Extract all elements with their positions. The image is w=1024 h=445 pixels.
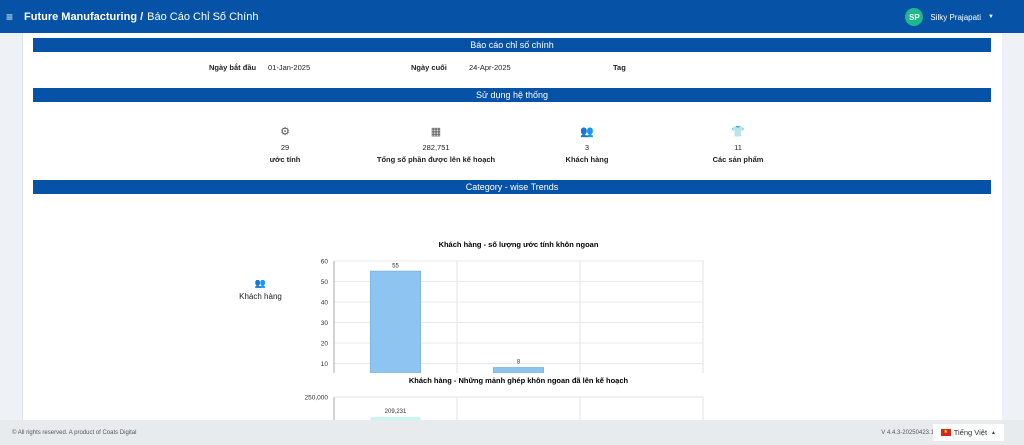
stat-label: ước tính [269,155,301,164]
hamburger-menu-icon[interactable]: ≡ [6,9,14,24]
data-label: 209,231 [385,409,407,415]
top-bar: ≡ Future Manufacturing / Báo Cáo Chỉ Số … [0,0,1024,33]
data-label: 8 [517,360,521,366]
user-menu[interactable]: SP Silky Prajapati ▼ [905,8,994,26]
end-date-label: Ngày cuối [411,63,447,72]
usage-title: Sử dụng hệ thống [33,88,991,102]
y-tick-label: 30 [321,320,329,327]
data-label: 55 [392,263,399,269]
footer: © All rights reserved. A product of Coat… [0,420,1024,445]
y-tick-label: 60 [321,259,329,266]
y-tick-label: 50 [321,279,329,286]
stat-value: 29 [280,143,290,152]
vietnam-flag-icon: ★ [940,429,951,436]
tag-label: Tag [613,63,626,72]
start-date-value[interactable]: 01-Jan-2025 [268,63,311,72]
page-breadcrumb: Báo Cáo Chỉ Số Chính [147,10,259,23]
estimates-icon: ⚙ [280,126,290,138]
trends-title: Category - wise Trends [33,180,991,194]
stat-value: 3 [584,143,590,152]
avatar: SP [905,8,924,26]
chart-title: Khách hàng - Những mảnh ghép khôn ngoan … [409,376,629,385]
language-selector[interactable]: ★ Tiếng Việt ▲ [932,424,1004,441]
caret-up-icon: ▲ [991,429,996,436]
report-title: Báo cáo chỉ số chính [33,38,991,52]
version: V 4.4.3-20250423.1 [881,430,934,436]
stat-estimates: ⚙ 29 ước tính [195,125,375,164]
stat-label: Khách hàng [565,155,609,164]
y-tick-label: 20 [321,341,329,348]
bar-gap [370,417,421,420]
brand-breadcrumb[interactable]: Future Manufacturing / [24,10,144,23]
side-label-text: Khách hàng [239,292,282,301]
stat-customers: 👥 3 Khách hàng [497,125,677,164]
y-tick-label: 10 [321,361,329,368]
customers-icon: 👥 [254,278,267,288]
end-date-value[interactable]: 24-Apr-2025 [469,63,511,72]
stat-label: Các sản phẩm [712,155,764,164]
chart-planned-pieces: Khách hàng - Những mảnh ghép khôn ngoan … [305,376,704,420]
customer-side-label: 👥 Khách hàng [223,278,298,301]
stat-label: Tổng số phần được lên kế hoạch [376,155,496,164]
bar-gap [370,270,421,373]
y-tick-label: 250,000 [305,395,329,402]
chart-estimates: Khách hàng - số lượng ước tính khôn ngoa… [321,240,704,373]
chart-title: Khách hàng - số lượng ước tính khôn ngoa… [439,240,599,249]
stat-planned-pieces: ▦ 282,751 Tổng số phần được lên kế hoạch [346,125,526,164]
main-panel: Báo cáo chỉ số chính Ngày bắt đầu 01-Jan… [22,33,1002,420]
copyright: © All rights reserved. A product of Coat… [12,430,137,436]
planned-pieces-icon: ▦ [430,126,442,138]
language-label: Tiếng Việt [953,428,988,437]
start-date-label: Ngày bắt đầu [209,63,257,72]
caret-down-icon: ▼ [988,14,994,20]
stat-value: 282,751 [422,143,450,152]
stat-products: 👕 11 Các sản phẩm [648,125,828,164]
user-name: Silky Prajapati [930,12,982,22]
shirt-icon: 👕 [731,126,745,138]
y-tick-label: 40 [321,300,329,307]
customers-icon: 👥 [580,126,594,138]
stat-value: 11 [734,143,742,152]
bar-nike [493,367,544,373]
